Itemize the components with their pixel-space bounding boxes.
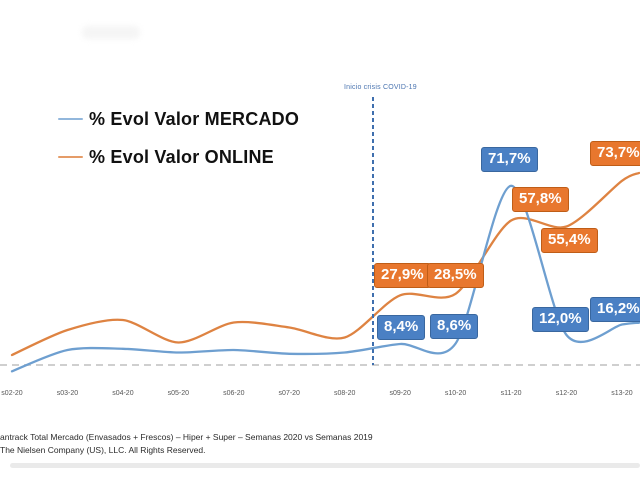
footer: antrack Total Mercado (Envasados + Fresc… [0,431,373,457]
legend-label-online: % Evol Valor ONLINE [89,146,274,167]
covid-dashed-line [372,97,374,365]
legend-label-mercado: % Evol Valor MERCADO [89,108,300,129]
legend-item-online: % Evol Valor ONLINE [58,146,299,168]
bottom-edge-strip [10,463,640,468]
x-tick-label: s04-20 [112,390,134,397]
x-tick-label: s11-20 [500,390,522,397]
footer-source: antrack Total Mercado (Envasados + Fresc… [0,432,373,442]
chart-legend: % Evol Valor MERCADO % Evol Valor ONLINE [58,108,299,184]
x-tick-label: s10-20 [444,390,467,397]
x-tick-label: s08-20 [333,390,356,397]
x-tick-label: s09-20 [389,390,411,397]
x-tick-label: s12-20 [555,390,578,397]
x-tick-label: s03-20 [56,390,79,397]
legend-item-mercado: % Evol Valor MERCADO [58,108,299,130]
zero-baseline [0,364,640,366]
online-series-line [10,171,640,357]
x-tick-label: s07-20 [278,390,300,397]
faded-logo [82,26,140,39]
mercado-series-line [10,184,640,373]
mercado-line-swatch [58,117,83,121]
covid-annotation: Inicio crisis COVID-19 [344,84,417,91]
x-tick-label: s02-20 [1,390,23,397]
footer-copyright: The Nielsen Company (US), LLC. All Right… [0,444,206,455]
x-tick-label: s05-20 [167,390,190,397]
x-axis: s02-20 s03-20 s04-20 s05-20 s06-20 s07-20 s08-… [0,390,640,402]
x-tick-label: s13-20 [611,390,633,397]
x-tick-label: s06-20 [223,390,245,397]
online-line-swatch [58,155,83,159]
